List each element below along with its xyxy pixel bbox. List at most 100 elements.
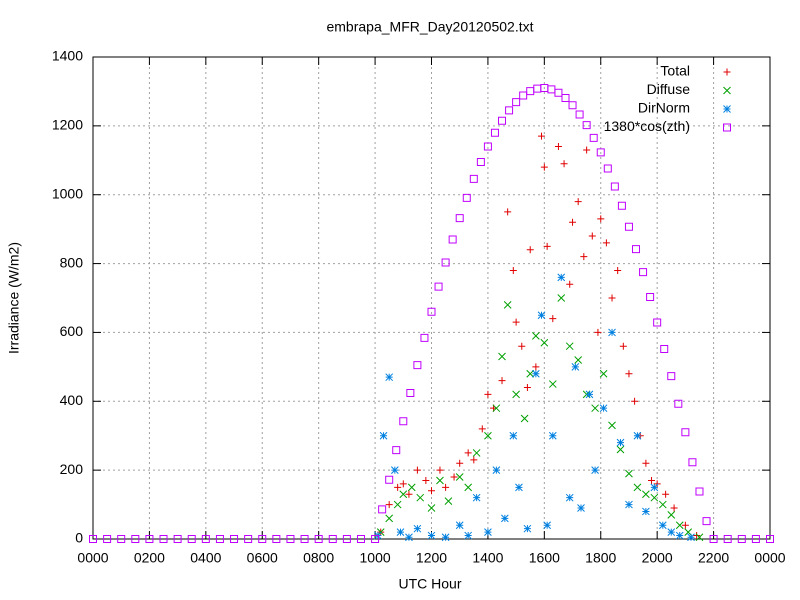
point	[89, 535, 97, 543]
point	[385, 514, 394, 523]
point	[483, 142, 492, 151]
x-tick-label: 1400	[472, 550, 503, 566]
point	[512, 318, 520, 326]
x-tick-label: 0000	[77, 550, 108, 566]
point	[244, 535, 253, 543]
point	[537, 311, 546, 320]
point	[569, 218, 577, 226]
point	[619, 342, 627, 350]
point	[660, 344, 669, 353]
point	[399, 417, 408, 426]
point	[608, 294, 616, 302]
legend-label: Diffuse	[647, 81, 691, 97]
legend-marker	[723, 68, 731, 76]
point	[518, 342, 526, 350]
point	[428, 487, 435, 495]
point	[462, 193, 471, 202]
point	[407, 483, 416, 492]
point	[631, 397, 639, 405]
point	[520, 414, 529, 423]
point	[500, 514, 509, 523]
point	[616, 438, 625, 447]
point	[427, 504, 436, 512]
x-tick-label: 0800	[303, 550, 334, 566]
point	[456, 459, 464, 467]
point	[566, 280, 574, 288]
point	[646, 292, 655, 301]
point	[519, 91, 528, 100]
point	[470, 456, 478, 464]
point	[512, 98, 521, 107]
point	[658, 500, 667, 509]
point	[399, 480, 407, 488]
point	[526, 369, 535, 378]
point	[681, 521, 689, 529]
point	[509, 431, 518, 440]
point	[390, 466, 399, 474]
point	[464, 483, 473, 492]
point	[642, 490, 650, 499]
point	[670, 504, 678, 512]
point	[614, 266, 622, 274]
point	[616, 445, 625, 454]
point	[393, 500, 402, 509]
point	[583, 146, 591, 154]
y-tick-label: 200	[60, 461, 84, 477]
point	[532, 332, 540, 340]
x-tick-label: 0000	[754, 550, 785, 566]
y-axis-label: Irradiance (W/m2)	[6, 242, 22, 354]
point	[469, 174, 478, 183]
point	[131, 535, 140, 543]
point	[385, 475, 394, 484]
point	[650, 483, 659, 492]
point	[723, 535, 732, 543]
point	[580, 253, 588, 261]
point	[478, 425, 486, 433]
point	[455, 521, 464, 530]
point	[571, 363, 580, 371]
point	[594, 328, 602, 336]
point	[392, 446, 401, 455]
y-tick-label: 1200	[52, 117, 83, 133]
point	[667, 511, 676, 519]
y-tick-label: 0	[75, 530, 83, 546]
point	[543, 242, 551, 250]
legend-label: Total	[660, 63, 690, 79]
point	[515, 483, 523, 492]
point	[342, 535, 351, 543]
point	[574, 356, 583, 364]
point	[498, 352, 506, 361]
point	[548, 380, 557, 388]
point	[585, 390, 594, 399]
point	[695, 533, 704, 542]
point	[117, 535, 126, 543]
point	[751, 535, 760, 543]
point	[667, 528, 676, 536]
x-tick-label: 1000	[360, 550, 391, 566]
point	[455, 214, 464, 223]
point	[603, 164, 612, 173]
point	[385, 501, 393, 509]
point	[526, 87, 535, 96]
point	[416, 493, 425, 502]
point	[378, 505, 387, 514]
point	[608, 328, 616, 337]
point	[554, 143, 562, 151]
point	[617, 201, 626, 210]
y-tick-label: 400	[60, 392, 84, 408]
point	[201, 535, 210, 543]
point	[568, 101, 577, 110]
point	[548, 431, 557, 440]
point	[693, 532, 701, 540]
point	[503, 301, 512, 309]
point	[399, 490, 408, 499]
point	[560, 160, 568, 168]
point	[413, 524, 422, 533]
legend-marker	[723, 123, 731, 132]
point	[523, 524, 532, 533]
point	[509, 266, 517, 274]
point	[484, 431, 492, 440]
point	[543, 521, 552, 530]
